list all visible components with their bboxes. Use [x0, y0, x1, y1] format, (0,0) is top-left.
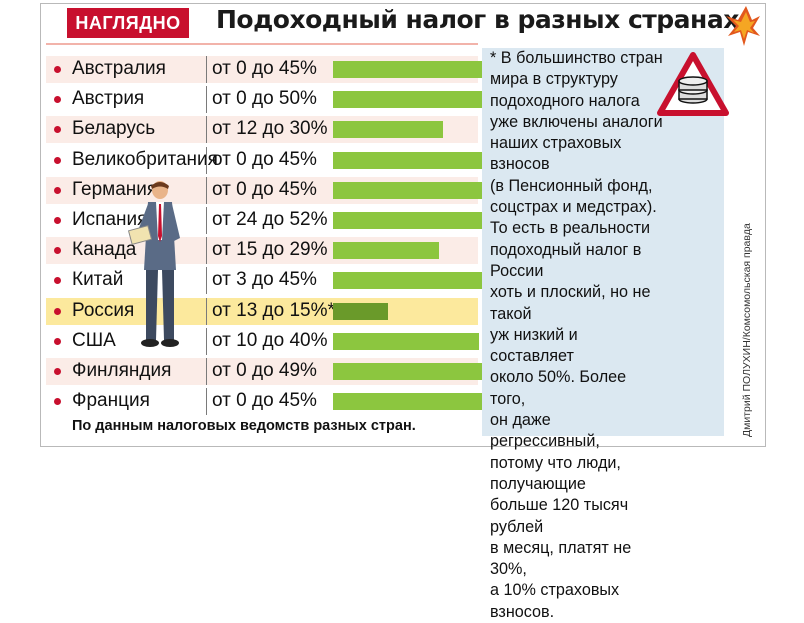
bullet-dot	[54, 126, 61, 134]
category-label: Россия	[72, 299, 135, 321]
bullet-dot	[54, 247, 61, 255]
category-label: Финляндия	[72, 360, 172, 381]
category-label: Китай	[72, 269, 124, 291]
chart-row: Германия от 0 до 45%	[46, 176, 498, 204]
chart-row: Финляндия от 0 до 49%	[46, 358, 513, 385]
category-label: Австралия	[72, 58, 166, 79]
data-label: от 0 до 45%	[212, 390, 317, 412]
column-separator	[206, 267, 207, 295]
bar	[333, 242, 439, 260]
category-label: Великобритания	[72, 148, 218, 170]
data-label: от 0 до 45%	[212, 58, 317, 79]
chart-row: Великобритания от 0 до 45%	[46, 146, 498, 174]
bullet-dot	[54, 186, 61, 194]
category-label: Германия	[72, 178, 158, 200]
businessman-icon	[128, 181, 180, 347]
bar	[333, 363, 513, 380]
source-note: По данным налоговых ведомств разных стра…	[72, 418, 416, 434]
data-label: от 13 до 15%*	[212, 299, 335, 321]
data-label: от 15 до 29%	[212, 239, 328, 261]
column-separator	[206, 116, 207, 144]
chart-row: Австрия от 0 до 50%	[46, 86, 516, 114]
bar	[333, 61, 498, 78]
column-separator	[206, 56, 207, 83]
bar	[333, 151, 498, 169]
category-label: Австрия	[72, 88, 145, 110]
bullet-dot	[54, 217, 61, 224]
chart-row: Испания от 24 до 52%	[46, 207, 523, 234]
column-separator	[206, 176, 207, 204]
category-label: Беларусь	[72, 118, 156, 140]
bullet-dot	[54, 307, 61, 315]
chart-row: Беларусь от 12 до 30%	[46, 116, 478, 144]
bar	[333, 212, 523, 229]
photo-credit: Дмитрий ПОЛУХИН/Комсомольская правда	[741, 223, 753, 437]
category-label: США	[72, 329, 116, 351]
column-separator	[206, 297, 207, 325]
column-separator	[206, 146, 207, 174]
bullet-dot	[54, 277, 61, 285]
data-label: от 24 до 52%	[212, 209, 328, 230]
column-separator	[206, 388, 207, 416]
column-separator	[206, 358, 207, 385]
column-separator	[206, 86, 207, 114]
bar	[333, 393, 498, 411]
data-label: от 3 до 45%	[212, 269, 317, 291]
data-label: от 12 до 30%	[212, 118, 328, 140]
section-badge: НАГЛЯДНО	[67, 8, 189, 38]
bullet-dot	[54, 398, 61, 406]
category-label: Франция	[72, 390, 150, 412]
bullet-dot	[54, 368, 61, 375]
category-label: Испания	[72, 209, 148, 230]
bar	[333, 181, 498, 199]
footnote-text: * В большинство стран мира в структуру п…	[490, 49, 663, 621]
bar	[333, 91, 516, 109]
chart-row: Австралия от 0 до 45%	[46, 56, 498, 83]
chart-row: Франция от 0 до 45%	[46, 388, 498, 416]
chart-row: США от 10 до 40%	[46, 327, 480, 355]
bar	[333, 302, 388, 320]
data-label: от 10 до 40%	[212, 329, 328, 351]
data-label: от 0 до 50%	[212, 88, 317, 110]
chart-row: Китай от 3 до 45%	[46, 267, 498, 295]
warning-coins-icon	[657, 52, 729, 116]
column-separator	[206, 237, 207, 265]
title-divider	[46, 43, 478, 45]
bar	[333, 121, 443, 139]
column-separator	[206, 327, 207, 355]
bar	[333, 332, 480, 350]
bullet-dot	[54, 337, 61, 345]
chart-row: Канада от 15 до 29%	[46, 237, 478, 265]
data-label: от 0 до 49%	[212, 360, 317, 381]
data-label: от 0 до 45%	[212, 178, 317, 200]
category-label: Канада	[72, 239, 137, 261]
bar	[333, 272, 498, 290]
data-label: от 0 до 45%	[212, 148, 317, 170]
chart-title: Подоходный налог в разных странах	[216, 5, 739, 34]
bullet-dot	[54, 66, 61, 73]
chart-row: Россия от 13 до 15%*	[46, 297, 478, 325]
bullet-dot	[54, 96, 61, 104]
bullet-dot	[54, 156, 61, 164]
corner-logo-icon	[726, 6, 760, 46]
column-separator	[206, 207, 207, 234]
